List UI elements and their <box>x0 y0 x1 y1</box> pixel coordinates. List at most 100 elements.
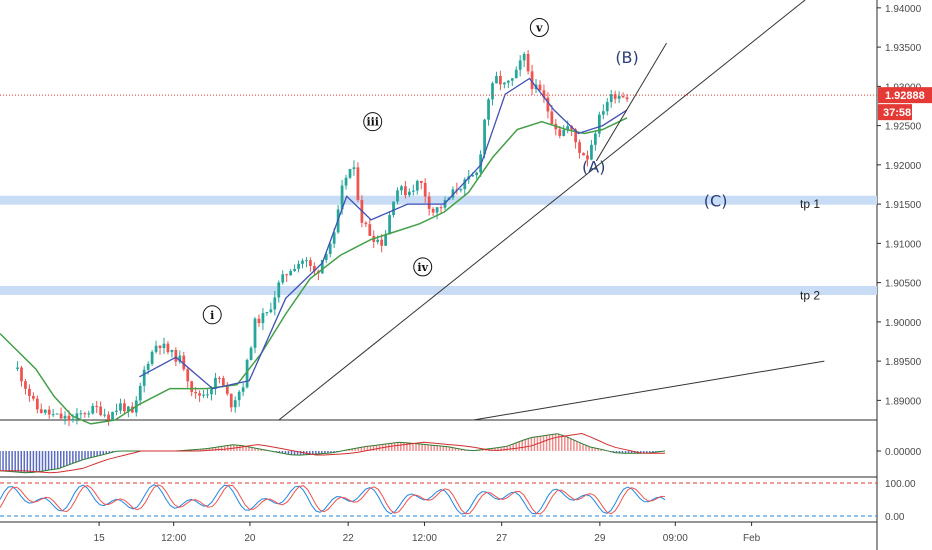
candle-body <box>380 239 384 246</box>
macd-pane[interactable]: 0.00000 <box>0 432 922 474</box>
candle-body <box>241 387 245 392</box>
price-tick-label: 1.90500 <box>885 279 922 290</box>
wave-label: (B) <box>615 48 638 67</box>
time-tick-label: 15 <box>94 533 106 544</box>
time-tick-label: 12:00 <box>161 533 186 544</box>
current-price-tag[interactable] <box>878 87 932 104</box>
candle-body <box>404 186 407 196</box>
candle-body <box>597 114 601 134</box>
candle-body <box>344 177 348 186</box>
candle-body <box>170 350 174 353</box>
candle-body <box>542 90 546 98</box>
candle-body <box>352 167 356 170</box>
candle-body <box>150 351 154 364</box>
candle-body <box>285 274 289 276</box>
wave-label-circle <box>363 112 383 132</box>
candle-body <box>154 345 158 352</box>
candle-body <box>558 129 562 136</box>
candle-body <box>63 415 67 419</box>
candle-body <box>31 395 35 399</box>
time-tick-label: 09:00 <box>663 533 688 544</box>
candle-body <box>427 196 431 209</box>
candle-body <box>75 413 79 419</box>
candle-body <box>471 175 475 177</box>
candle-body <box>392 201 395 216</box>
price-tick-label: 1.91000 <box>885 239 922 250</box>
candle-body <box>138 385 142 401</box>
candle-body <box>439 207 443 209</box>
candle-body <box>245 359 249 388</box>
candle-body <box>451 189 455 198</box>
candle-body <box>313 265 316 272</box>
candle-body <box>617 96 621 99</box>
price-tick-label: 1.93500 <box>885 43 922 54</box>
candle-body <box>510 78 514 81</box>
wave-label: (A) <box>582 158 605 177</box>
macd-tick-label: 0.00000 <box>885 447 922 458</box>
candle-body <box>562 129 566 136</box>
candle-body <box>550 111 554 124</box>
stochastic-tick-label: 100.00 <box>885 479 916 490</box>
time-axis[interactable]: 15 12:00 20 22 12:00 27 29 09:00 Feb <box>94 522 761 544</box>
price-tick-label: 1.89500 <box>885 357 922 368</box>
time-tick-label: 27 <box>496 533 508 544</box>
target-zone-label: tp 1 <box>800 197 820 211</box>
main-pane[interactable]: tp 1 tp 2 <box>0 0 878 550</box>
candle-body <box>95 405 99 407</box>
trendline <box>278 0 806 421</box>
wave-label-circle <box>202 305 222 325</box>
stochastic-pane[interactable]: 100.00 0.00 <box>0 479 916 523</box>
stochastic-d-line <box>0 484 666 515</box>
candle-body <box>51 414 55 416</box>
candle-body <box>324 253 328 260</box>
candle-body <box>158 345 162 349</box>
candle-body <box>364 222 368 225</box>
price-tick-label: 1.89000 <box>885 396 922 407</box>
candle-body <box>119 403 122 411</box>
candle-body <box>499 76 502 85</box>
candle-body <box>198 393 201 396</box>
wave-label: i <box>210 309 214 322</box>
candle-body <box>43 409 47 413</box>
candle-body <box>538 84 542 91</box>
wave-label-circle <box>413 257 433 277</box>
candle-body <box>546 97 550 112</box>
candle-body <box>277 282 281 298</box>
price-tick-label: 1.90000 <box>885 318 922 329</box>
candle-body <box>289 271 293 276</box>
candle-body <box>87 413 91 415</box>
trendline <box>595 42 667 162</box>
candle-body <box>348 169 352 178</box>
candle-body <box>368 224 372 236</box>
candle-body <box>320 259 324 274</box>
candle-body <box>514 69 518 79</box>
candle-body <box>376 239 380 242</box>
main-pane-background <box>0 0 877 420</box>
candle-body <box>206 394 209 396</box>
candle-body <box>574 129 577 143</box>
candle-body <box>273 297 277 310</box>
macd-line <box>0 433 666 474</box>
candle-body <box>586 155 589 160</box>
candle-body <box>59 413 63 419</box>
price-tick-label: 1.92500 <box>885 122 922 133</box>
price-tick-label: 1.94000 <box>885 4 922 15</box>
target-zone-band <box>0 285 877 295</box>
price-tick-label: 1.92000 <box>885 161 922 172</box>
price-axis[interactable]: 1.940001.935001.930001.925001.920001.915… <box>877 4 932 408</box>
stochastic-tick-label: 0.00 <box>885 512 905 523</box>
candle-body <box>210 389 213 395</box>
candle-body <box>83 413 87 415</box>
candle-body <box>463 179 467 190</box>
candle-body <box>384 234 388 246</box>
candle-body <box>506 80 510 83</box>
candle-body <box>613 94 617 99</box>
candle-body <box>582 152 585 156</box>
wave-label: iii <box>366 116 379 129</box>
candle-body <box>35 398 39 410</box>
candle-body <box>328 243 332 254</box>
candle-body <box>103 414 106 416</box>
candle-body <box>487 99 490 120</box>
candle-body <box>609 94 613 103</box>
